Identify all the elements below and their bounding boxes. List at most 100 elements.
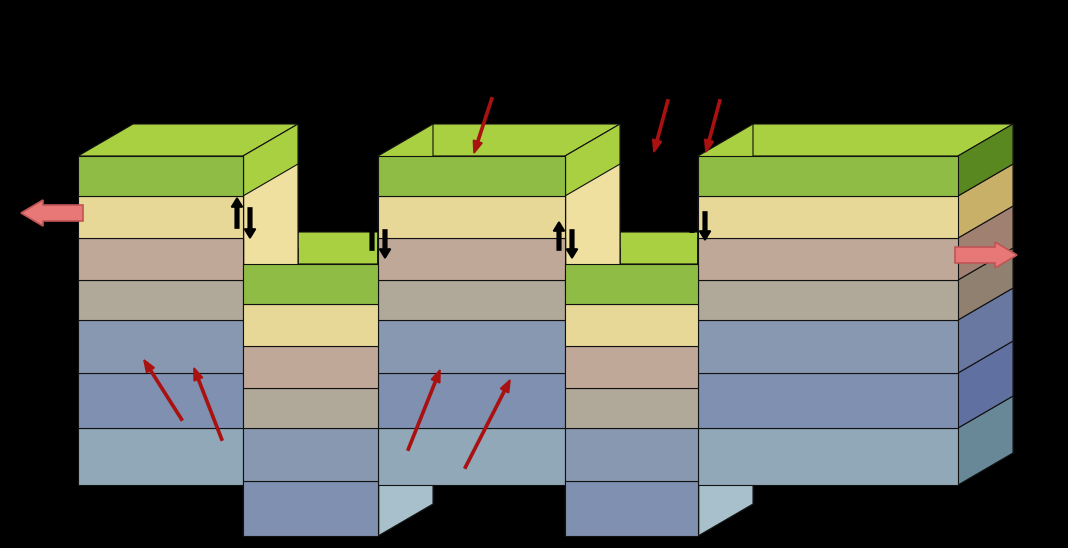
Polygon shape — [753, 396, 1014, 453]
FancyArrow shape — [379, 230, 391, 258]
Polygon shape — [378, 238, 565, 280]
Polygon shape — [565, 428, 698, 481]
Polygon shape — [621, 314, 753, 356]
Polygon shape — [565, 396, 621, 536]
Polygon shape — [244, 341, 298, 481]
Polygon shape — [78, 164, 298, 196]
Polygon shape — [244, 232, 433, 264]
Polygon shape — [78, 124, 298, 156]
Polygon shape — [753, 341, 1014, 396]
Polygon shape — [565, 272, 753, 304]
Polygon shape — [244, 206, 298, 346]
Polygon shape — [244, 304, 378, 346]
Polygon shape — [244, 485, 378, 536]
Polygon shape — [958, 341, 1014, 428]
Polygon shape — [244, 124, 298, 264]
Polygon shape — [565, 356, 753, 388]
FancyArrow shape — [653, 100, 669, 152]
Polygon shape — [621, 232, 753, 272]
Polygon shape — [78, 206, 298, 238]
Polygon shape — [378, 341, 433, 481]
Polygon shape — [134, 248, 298, 288]
Polygon shape — [78, 373, 244, 428]
Polygon shape — [698, 248, 1014, 280]
Polygon shape — [565, 264, 698, 304]
Polygon shape — [78, 248, 298, 280]
Polygon shape — [78, 288, 298, 320]
Polygon shape — [244, 272, 433, 304]
FancyArrow shape — [465, 380, 511, 469]
Polygon shape — [244, 504, 433, 536]
Polygon shape — [565, 304, 698, 346]
Polygon shape — [134, 288, 298, 341]
FancyArrow shape — [366, 222, 377, 250]
Polygon shape — [433, 206, 621, 248]
FancyArrow shape — [700, 212, 710, 240]
Polygon shape — [565, 232, 753, 264]
Polygon shape — [378, 206, 433, 346]
Polygon shape — [298, 396, 433, 449]
FancyArrow shape — [553, 222, 565, 250]
Polygon shape — [244, 164, 298, 304]
Polygon shape — [244, 356, 433, 388]
Polygon shape — [378, 124, 433, 264]
Polygon shape — [698, 341, 753, 481]
Polygon shape — [958, 288, 1014, 373]
Polygon shape — [698, 428, 958, 485]
FancyArrow shape — [705, 100, 721, 152]
Polygon shape — [244, 396, 298, 536]
FancyArrow shape — [566, 230, 578, 258]
Polygon shape — [698, 396, 1014, 428]
Polygon shape — [244, 428, 378, 481]
Polygon shape — [244, 248, 298, 388]
Polygon shape — [565, 248, 621, 388]
Polygon shape — [698, 373, 958, 428]
Polygon shape — [565, 504, 753, 536]
Polygon shape — [958, 248, 1014, 320]
Polygon shape — [378, 248, 433, 388]
Polygon shape — [433, 288, 621, 341]
Polygon shape — [621, 449, 753, 504]
Polygon shape — [698, 280, 958, 320]
Polygon shape — [621, 396, 753, 449]
Polygon shape — [753, 124, 1014, 164]
Polygon shape — [565, 124, 621, 264]
Polygon shape — [433, 164, 621, 206]
Polygon shape — [244, 396, 433, 428]
Polygon shape — [378, 373, 565, 428]
FancyArrow shape — [144, 360, 183, 420]
FancyArrow shape — [687, 204, 697, 232]
Polygon shape — [565, 388, 698, 428]
Polygon shape — [698, 164, 753, 304]
Polygon shape — [433, 248, 621, 288]
Polygon shape — [378, 164, 621, 196]
Polygon shape — [958, 206, 1014, 280]
Polygon shape — [433, 124, 621, 164]
Polygon shape — [378, 396, 433, 536]
Polygon shape — [621, 272, 753, 314]
Polygon shape — [565, 288, 621, 428]
Polygon shape — [565, 396, 753, 428]
Polygon shape — [698, 288, 1014, 320]
Polygon shape — [378, 248, 621, 280]
Polygon shape — [565, 164, 621, 304]
Polygon shape — [698, 164, 1014, 196]
Polygon shape — [378, 341, 621, 373]
Polygon shape — [433, 341, 621, 396]
Polygon shape — [698, 156, 958, 196]
Polygon shape — [753, 248, 1014, 288]
Polygon shape — [565, 449, 753, 481]
Polygon shape — [698, 238, 958, 280]
Polygon shape — [753, 288, 1014, 341]
Polygon shape — [565, 481, 698, 536]
Polygon shape — [378, 196, 565, 238]
Polygon shape — [698, 396, 753, 536]
Polygon shape — [298, 453, 433, 504]
Polygon shape — [698, 124, 753, 264]
Polygon shape — [565, 485, 698, 536]
Polygon shape — [378, 396, 621, 428]
Polygon shape — [378, 206, 621, 238]
Polygon shape — [378, 280, 565, 320]
Polygon shape — [565, 314, 753, 346]
Polygon shape — [698, 206, 1014, 238]
